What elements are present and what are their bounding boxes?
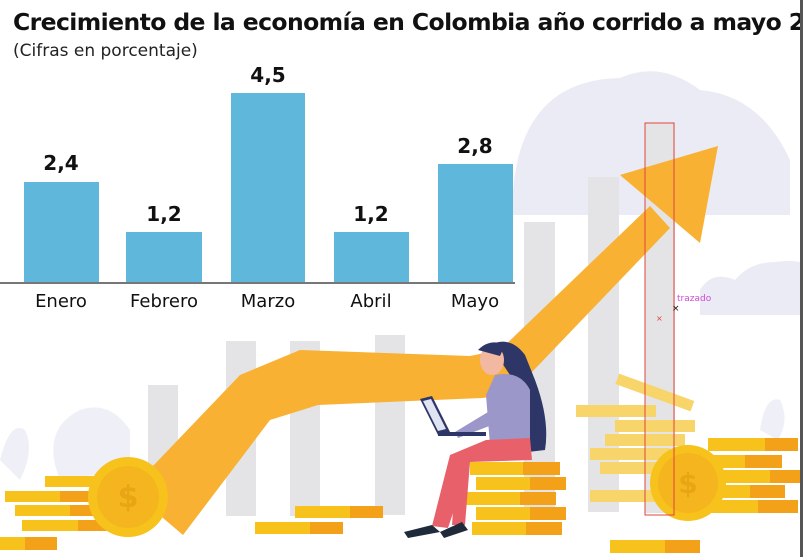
category-label-febrero: Febrero [130, 291, 198, 312]
category-label-mayo: Mayo [450, 291, 500, 312]
coin-stack-middle [255, 506, 700, 553]
bar-mayo [438, 164, 513, 283]
value-label-marzo: 4,5 [250, 63, 286, 87]
coin-stack-right: $ [576, 373, 800, 521]
chart-title: Crecimiento de la economía en Colombia a… [13, 8, 803, 36]
value-label-mayo: 2,8 [457, 134, 493, 158]
x-axis-line [0, 282, 515, 284]
coin-stack-seat [466, 462, 566, 535]
coin-stack-left: $ [0, 457, 168, 550]
window-edge [800, 0, 803, 557]
category-label-marzo: Marzo [240, 291, 296, 312]
chart-subtitle: (Cifras en porcentaje) [13, 41, 198, 61]
svg-text:$: $ [118, 480, 139, 515]
category-label-enero: Enero [35, 291, 87, 312]
value-label-febrero: 1,2 [146, 202, 182, 226]
value-label-abril: 1,2 [353, 202, 389, 226]
bar-febrero [126, 232, 202, 283]
svg-text:×: × [656, 314, 663, 323]
bar-abril [334, 232, 409, 283]
svg-text:×: × [672, 304, 680, 314]
bar-marzo [231, 93, 305, 283]
value-label-enero: 2,4 [43, 151, 79, 175]
svg-text:$: $ [678, 467, 697, 500]
category-label-abril: Abril [350, 291, 392, 312]
selection-box: × × [644, 122, 680, 516]
bar-enero [24, 182, 99, 283]
woman-with-laptop [404, 341, 547, 538]
trazado-annotation: trazado [677, 294, 712, 304]
